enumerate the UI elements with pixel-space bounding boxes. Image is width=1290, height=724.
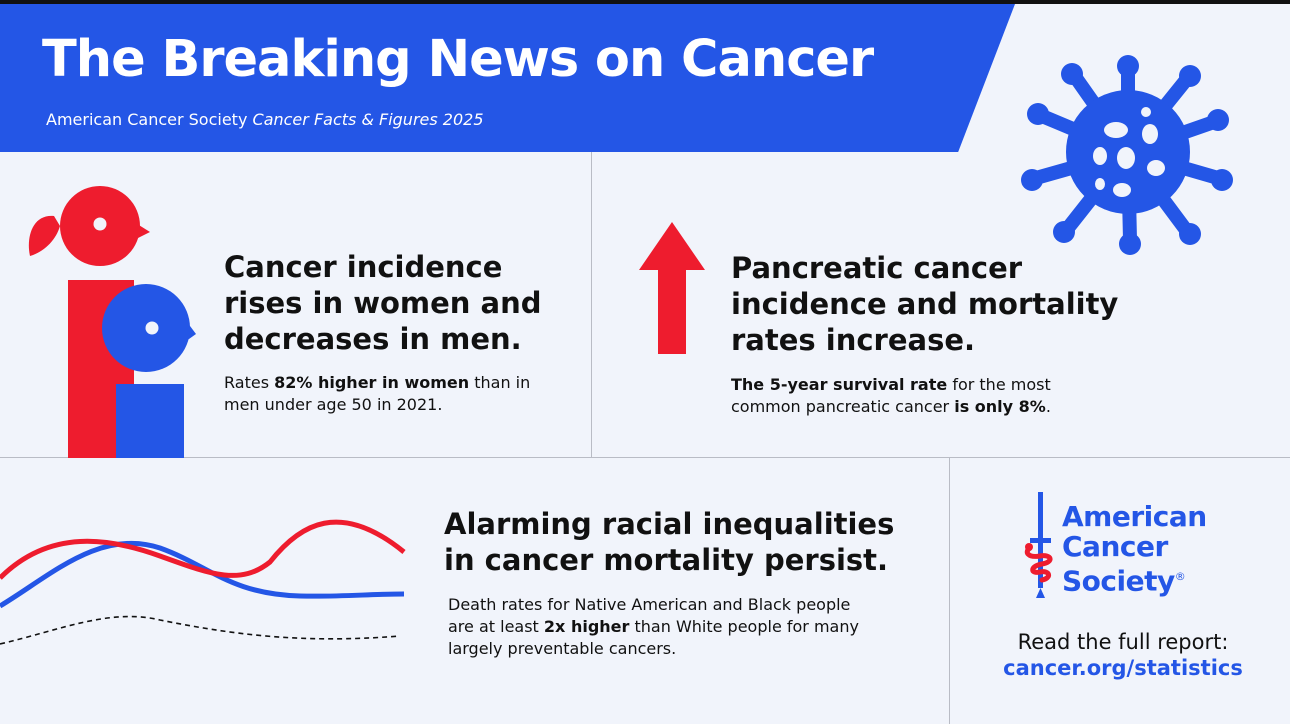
top-border bbox=[0, 0, 1290, 4]
pancreatic-headline-line1: Pancreatic cancer bbox=[731, 251, 1023, 285]
racial-headline: Alarming racial inequalities in cancer m… bbox=[444, 506, 894, 578]
acs-logo[interactable]: American Cancer Society® bbox=[1062, 502, 1207, 596]
header-banner bbox=[0, 4, 1015, 152]
registered-mark: ® bbox=[1174, 570, 1186, 583]
incidence-headline-line2: rises in women and bbox=[224, 286, 542, 320]
incidence-headline: Cancer incidence rises in women and decr… bbox=[224, 249, 542, 357]
wave-lines-icon bbox=[0, 519, 406, 645]
page-title: The Breaking News on Cancer bbox=[42, 30, 874, 89]
pancreatic-headline-line2: incidence and mortality bbox=[731, 287, 1119, 321]
logo-line-cancer: Cancer bbox=[1062, 530, 1168, 563]
incidence-headline-line1: Cancer incidence bbox=[224, 250, 503, 284]
racial-headline-line2: in cancer mortality persist. bbox=[444, 543, 889, 577]
subtitle-org: American Cancer Society bbox=[46, 110, 253, 129]
divider-vertical-top bbox=[591, 152, 592, 458]
virus-icon bbox=[1021, 55, 1233, 255]
pancreatic-body: The 5-year survival rate for the most co… bbox=[731, 375, 1051, 416]
woman-man-figures-icon bbox=[28, 186, 196, 458]
up-arrow-icon bbox=[639, 222, 705, 354]
report-link[interactable]: cancer.org/statistics bbox=[1003, 656, 1243, 680]
logo-line-american: American bbox=[1062, 500, 1207, 533]
logo-line-society: Society bbox=[1062, 564, 1175, 598]
sword-caduceus-icon bbox=[1024, 492, 1053, 598]
divider-vertical-bottom bbox=[949, 458, 950, 724]
page-subtitle: American Cancer Society Cancer Facts & F… bbox=[46, 110, 484, 129]
pancreatic-headline-line3: rates increase. bbox=[731, 323, 976, 357]
pancreatic-headline: Pancreatic cancer incidence and mortalit… bbox=[731, 250, 1118, 358]
incidence-body: Rates 82% higher in women than in men un… bbox=[224, 373, 531, 414]
report-label: Read the full report: bbox=[1017, 630, 1229, 654]
racial-headline-line1: Alarming racial inequalities bbox=[444, 507, 895, 541]
incidence-headline-line3: decreases in men. bbox=[224, 322, 522, 356]
divider-horizontal bbox=[0, 457, 1290, 458]
subtitle-report-name: Cancer Facts & Figures 2025 bbox=[252, 110, 484, 129]
racial-body: Death rates for Native American and Blac… bbox=[448, 595, 859, 658]
